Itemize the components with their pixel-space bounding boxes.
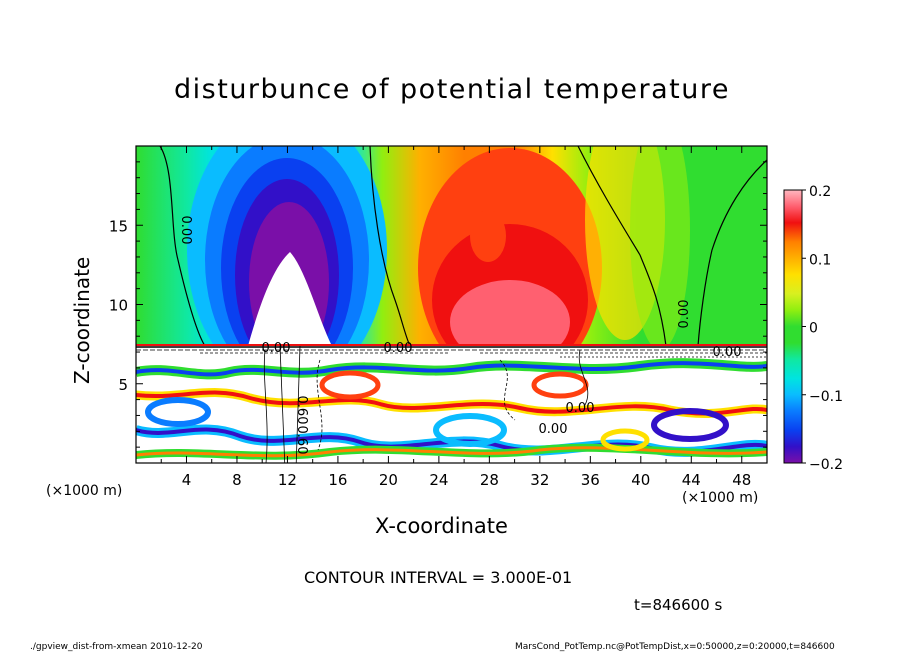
lower-field <box>136 346 767 463</box>
colorbar-tick-label: 0.2 <box>809 184 831 200</box>
chart-title: disturbunce of potential temperature <box>174 74 730 105</box>
x-tick-label: 28 <box>480 471 499 489</box>
upper-field <box>136 146 767 346</box>
footer-right: MarsCond_PotTemp.nc@PotTempDist,x=0:5000… <box>515 642 835 652</box>
y-axis: 5 10 15 <box>109 161 767 448</box>
x-tick-label: 40 <box>631 471 650 489</box>
colorbar-tick-label: 0.1 <box>809 252 831 268</box>
colorbar-tick-label: 0 <box>809 321 818 337</box>
contour-label: 0.00 <box>384 341 413 356</box>
x-tick-label: 16 <box>328 471 347 489</box>
colorbar-tick-label: −0.2 <box>809 457 843 473</box>
colorbar <box>783 189 803 464</box>
x-unit-label-left: (×1000 m) <box>46 483 123 499</box>
contour-label: 0.60 <box>294 396 309 425</box>
x-tick-label: 36 <box>581 471 600 489</box>
x-tick-label: 44 <box>682 471 701 489</box>
colorbar-ticks: 0.2 0.1 0 −0.1 −0.2 <box>802 184 843 473</box>
x-tick-label: 32 <box>530 471 549 489</box>
footer-left: ./gpview_dist-from-xmean 2010-12-20 <box>30 642 203 652</box>
inversion-contours <box>136 344 767 358</box>
x-unit-label-right: (×1000 m) <box>682 490 759 506</box>
x-tick-label: 4 <box>182 471 192 489</box>
y-axis-label: Z-coordinate <box>70 256 94 384</box>
colorbar-tick-label: −0.1 <box>809 389 843 405</box>
x-axis: 4 8 12 16 20 24 28 32 36 40 44 48 <box>160 146 751 489</box>
contour-label: 0.60 <box>294 426 309 455</box>
x-axis-label: X-coordinate <box>375 514 508 538</box>
contour-label: 0.00 <box>539 422 568 437</box>
contour-labels: 0.00 0.00 0.00 0.00 0.00 0.600.60 0.00 0.00 <box>178 216 741 455</box>
contour-label: 0.00 <box>713 345 742 360</box>
x-tick-label: 24 <box>429 471 448 489</box>
contour-label: 0.00 <box>262 341 291 356</box>
contour-interval-text: CONTOUR INTERVAL = 3.000E-01 <box>304 568 573 587</box>
x-tick-label: 20 <box>379 471 398 489</box>
y-tick-label: 10 <box>109 297 128 315</box>
contour-label: 0.00 <box>677 300 692 329</box>
x-tick-label: 12 <box>278 471 297 489</box>
x-tick-label: 8 <box>232 471 242 489</box>
time-label: t=846600 s <box>634 596 723 614</box>
x-tick-label: 48 <box>732 471 751 489</box>
y-tick-label: 5 <box>118 376 128 394</box>
contour-label: 0.00 <box>566 401 595 416</box>
y-tick-label: 15 <box>109 217 128 235</box>
contour-label: 0.00 <box>178 216 193 245</box>
